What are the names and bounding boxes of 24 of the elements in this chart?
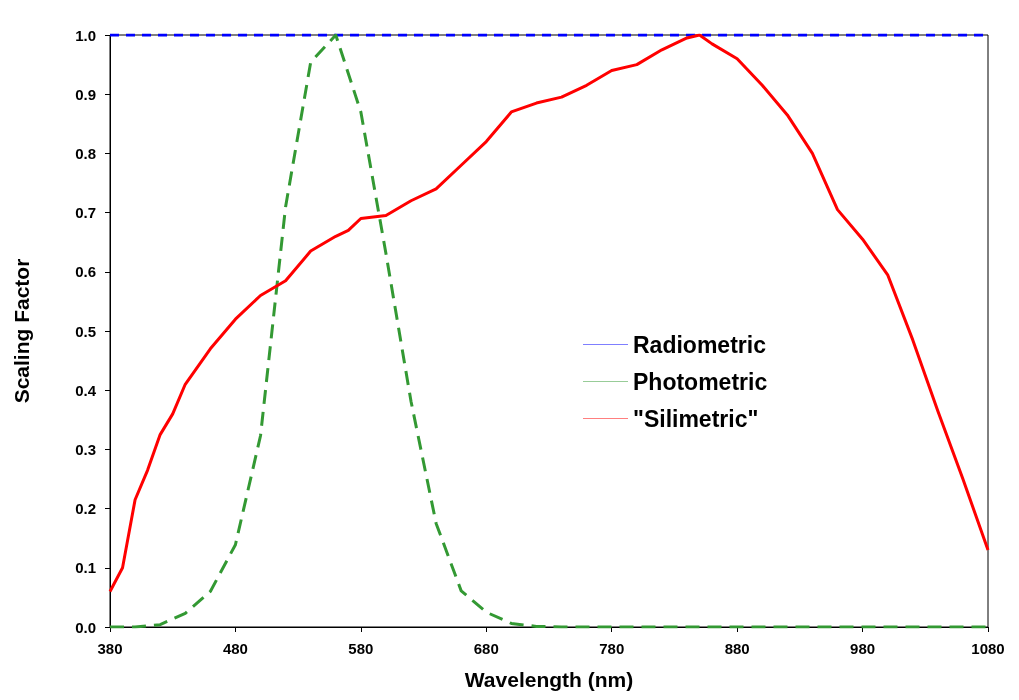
x-tick-label: 1080 <box>971 640 1005 657</box>
y-tick-label: 0.9 <box>75 85 96 103</box>
y-axis-title: Scaling Factor <box>10 258 33 404</box>
x-tick-label: 980 <box>850 640 876 657</box>
legend-label: Radiometric <box>633 331 767 358</box>
x-tick-label: 580 <box>348 640 374 657</box>
y-tick-label: 0.4 <box>75 381 97 399</box>
y-tick-label: 0.8 <box>75 144 96 162</box>
y-tick-label: 1.0 <box>75 26 96 44</box>
x-tick-label: 780 <box>599 640 625 657</box>
y-tick-label: 0.0 <box>75 618 96 636</box>
x-axis-title: Wavelength (nm) <box>464 668 634 691</box>
y-tick-label: 0.7 <box>75 204 96 222</box>
x-tick-label: 880 <box>724 640 750 657</box>
y-tick-label: 0.5 <box>75 322 96 340</box>
x-tick-label: 480 <box>222 640 248 657</box>
y-tick-label: 0.1 <box>75 559 96 577</box>
x-tick-label: 680 <box>473 640 499 657</box>
y-tick-label: 0.6 <box>75 263 96 281</box>
x-tick-label: 380 <box>97 640 123 657</box>
legend-label: Photometric <box>633 368 768 395</box>
y-tick-label: 0.3 <box>75 440 96 458</box>
legend-label: "Silimetric" <box>633 405 759 432</box>
y-tick-label: 0.2 <box>75 500 96 518</box>
